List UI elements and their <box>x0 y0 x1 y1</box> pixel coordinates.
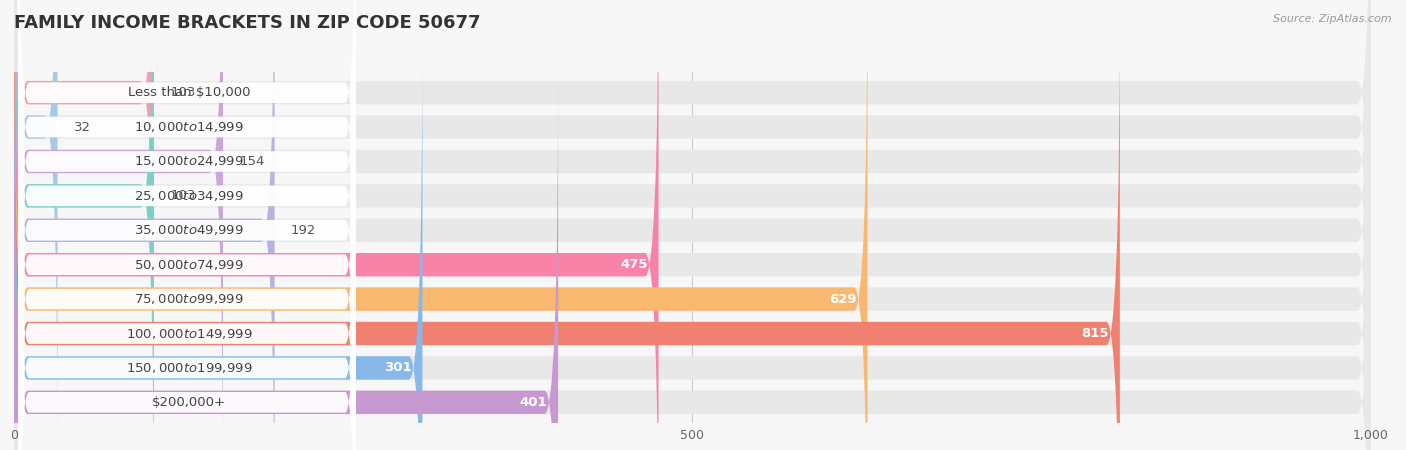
FancyBboxPatch shape <box>14 0 868 450</box>
FancyBboxPatch shape <box>14 70 558 450</box>
Text: $50,000 to $74,999: $50,000 to $74,999 <box>134 258 243 272</box>
FancyBboxPatch shape <box>14 0 1371 450</box>
FancyBboxPatch shape <box>18 0 356 450</box>
FancyBboxPatch shape <box>18 103 356 450</box>
FancyBboxPatch shape <box>14 0 1371 425</box>
FancyBboxPatch shape <box>14 36 422 450</box>
Text: 192: 192 <box>291 224 316 237</box>
Text: $100,000 to $149,999: $100,000 to $149,999 <box>125 327 252 341</box>
FancyBboxPatch shape <box>18 68 356 450</box>
Text: $15,000 to $24,999: $15,000 to $24,999 <box>134 154 243 168</box>
FancyBboxPatch shape <box>14 70 1371 450</box>
FancyBboxPatch shape <box>14 0 1371 450</box>
Text: Source: ZipAtlas.com: Source: ZipAtlas.com <box>1274 14 1392 23</box>
Text: $10,000 to $14,999: $10,000 to $14,999 <box>134 120 243 134</box>
Text: 103: 103 <box>170 86 195 99</box>
FancyBboxPatch shape <box>14 0 658 450</box>
FancyBboxPatch shape <box>18 34 356 450</box>
Text: $200,000+: $200,000+ <box>152 396 226 409</box>
FancyBboxPatch shape <box>14 0 153 425</box>
FancyBboxPatch shape <box>14 0 153 450</box>
FancyBboxPatch shape <box>14 0 58 450</box>
Text: $25,000 to $34,999: $25,000 to $34,999 <box>134 189 243 203</box>
FancyBboxPatch shape <box>18 0 356 450</box>
FancyBboxPatch shape <box>14 0 1371 450</box>
Text: 154: 154 <box>239 155 264 168</box>
Text: FAMILY INCOME BRACKETS IN ZIP CODE 50677: FAMILY INCOME BRACKETS IN ZIP CODE 50677 <box>14 14 481 32</box>
Text: 32: 32 <box>73 121 91 134</box>
Text: Less than $10,000: Less than $10,000 <box>128 86 250 99</box>
FancyBboxPatch shape <box>14 0 274 450</box>
FancyBboxPatch shape <box>18 0 356 392</box>
Text: $150,000 to $199,999: $150,000 to $199,999 <box>125 361 252 375</box>
FancyBboxPatch shape <box>14 1 1119 450</box>
FancyBboxPatch shape <box>18 0 356 450</box>
FancyBboxPatch shape <box>14 0 1371 450</box>
FancyBboxPatch shape <box>14 36 1371 450</box>
Text: $35,000 to $49,999: $35,000 to $49,999 <box>134 223 243 237</box>
Text: 301: 301 <box>384 361 412 374</box>
FancyBboxPatch shape <box>14 0 1371 450</box>
FancyBboxPatch shape <box>14 0 224 450</box>
FancyBboxPatch shape <box>14 1 1371 450</box>
Text: 629: 629 <box>830 292 856 306</box>
FancyBboxPatch shape <box>18 0 356 358</box>
Text: 815: 815 <box>1081 327 1109 340</box>
Text: 103: 103 <box>170 189 195 202</box>
FancyBboxPatch shape <box>18 0 356 427</box>
Text: 475: 475 <box>620 258 648 271</box>
Text: $75,000 to $99,999: $75,000 to $99,999 <box>134 292 243 306</box>
FancyBboxPatch shape <box>14 0 1371 450</box>
FancyBboxPatch shape <box>18 137 356 450</box>
Text: 401: 401 <box>520 396 547 409</box>
